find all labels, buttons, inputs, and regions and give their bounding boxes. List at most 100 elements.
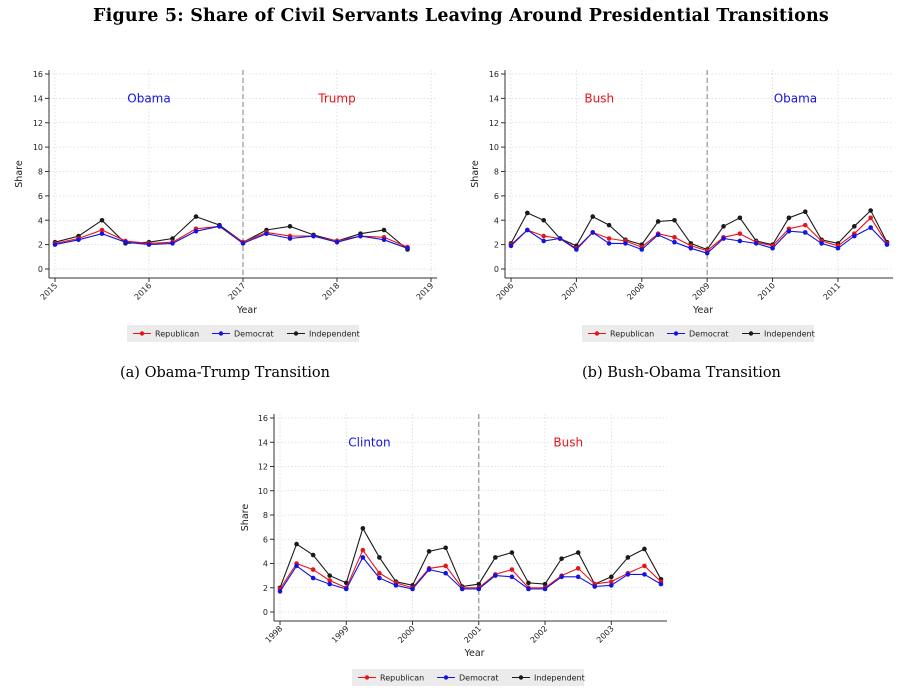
- data-point-republican: [609, 579, 614, 584]
- data-point-independent: [672, 217, 677, 223]
- legend-label: Republican: [380, 674, 424, 683]
- data-point-republican: [672, 235, 677, 240]
- data-point-democrat: [217, 224, 222, 229]
- data-point-democrat: [542, 586, 548, 592]
- y-axis-title: Share: [14, 160, 25, 188]
- data-point-democrat: [575, 574, 581, 580]
- data-point-democrat: [592, 584, 598, 589]
- y-tick-label: 0: [38, 265, 43, 274]
- data-point-independent: [509, 550, 515, 555]
- data-point-democrat: [381, 237, 387, 243]
- data-point-democrat: [459, 586, 465, 592]
- y-tick-label: 6: [494, 192, 499, 201]
- data-point-democrat: [287, 236, 293, 241]
- y-tick-label: 2: [494, 241, 499, 250]
- x-tick-label: 2019: [415, 281, 436, 302]
- data-point-democrat: [343, 586, 349, 592]
- legend-swatch-marker: [218, 331, 224, 336]
- chart-legend: Republican Democrat Independent: [352, 669, 585, 686]
- x-tick-label: 2015: [39, 281, 60, 302]
- data-point-republican: [737, 231, 743, 236]
- y-tick-label: 2: [38, 241, 43, 250]
- data-point-independent: [360, 526, 366, 531]
- data-point-republican: [606, 236, 612, 241]
- data-point-independent: [802, 209, 808, 215]
- data-point-democrat: [852, 233, 857, 239]
- x-tick-label: 2016: [133, 281, 154, 302]
- data-point-democrat: [76, 237, 81, 243]
- series-line-republican: [279, 549, 662, 590]
- data-point-democrat: [623, 241, 628, 246]
- x-tick-label: 1998: [264, 624, 285, 645]
- data-point-democrat: [509, 574, 515, 580]
- y-tick-label: 0: [263, 608, 268, 617]
- data-point-independent: [310, 552, 316, 558]
- legend-label: Democrat: [459, 674, 499, 683]
- legend-swatch-marker: [443, 675, 449, 680]
- legend-swatch-marker: [139, 331, 145, 336]
- data-point-republican: [642, 563, 647, 569]
- data-point-independent: [590, 214, 596, 219]
- data-point-independent: [443, 545, 448, 551]
- legend-label: Republican: [610, 330, 654, 339]
- legend-swatch-marker: [293, 331, 299, 336]
- data-point-independent: [625, 555, 631, 560]
- data-point-independent: [786, 215, 792, 221]
- x-tick-label: 2002: [529, 624, 550, 645]
- y-tick-label: 10: [489, 143, 499, 152]
- data-point-democrat: [327, 581, 332, 587]
- data-point-independent: [541, 217, 546, 223]
- chart-panel-b: 0 2 4 6 8 10 12 14 16 2006 2007 2008 2009 2010 2011 Yea…: [470, 70, 893, 342]
- y-tick-label: 14: [489, 94, 499, 103]
- data-point-independent: [377, 555, 382, 560]
- data-point-republican: [509, 567, 515, 572]
- data-point-independent: [170, 236, 175, 241]
- y-tick-label: 8: [494, 168, 499, 177]
- x-tick-label: 2007: [560, 281, 581, 302]
- data-point-independent: [526, 580, 531, 586]
- president-label: Obama: [774, 91, 817, 105]
- x-tick-label: 2001: [462, 624, 483, 645]
- chart-panel-c: 0 2 4 6 8 10 12 14 16 1998 1999 2000 2001 2002 2003 Yea…: [240, 414, 667, 686]
- data-point-democrat: [557, 236, 563, 241]
- data-point-democrat: [264, 231, 269, 236]
- y-tick-label: 4: [494, 216, 499, 225]
- data-point-independent: [737, 215, 743, 221]
- y-tick-label: 14: [33, 94, 43, 103]
- data-point-independent: [287, 224, 293, 229]
- data-point-independent: [606, 222, 612, 228]
- data-point-democrat: [526, 586, 531, 592]
- data-point-democrat: [476, 586, 482, 592]
- y-tick-label: 2: [263, 584, 268, 593]
- x-tick-label: 2009: [691, 281, 712, 302]
- data-point-democrat: [170, 241, 175, 246]
- x-tick-label: 2003: [595, 624, 616, 645]
- data-point-independent: [99, 217, 105, 223]
- data-point-democrat: [770, 245, 775, 251]
- data-point-democrat: [508, 243, 514, 249]
- data-point-democrat: [672, 239, 677, 245]
- y-tick-label: 4: [38, 216, 43, 225]
- data-point-independent: [609, 574, 614, 580]
- x-tick-label: 2011: [822, 281, 843, 302]
- y-tick-label: 16: [489, 70, 499, 79]
- data-point-independent: [294, 541, 299, 547]
- data-point-democrat: [193, 228, 199, 234]
- legend-background: [582, 325, 814, 342]
- data-point-democrat: [642, 572, 647, 577]
- series-line-independent: [510, 209, 888, 251]
- figure-title: Figure 5: Share of Civil Servants Leavin…: [93, 6, 829, 26]
- data-point-republican: [802, 222, 808, 228]
- data-point-republican: [868, 215, 873, 221]
- y-axis-title: Share: [470, 160, 481, 188]
- data-point-independent: [193, 214, 199, 219]
- legend-swatch-marker: [594, 331, 600, 336]
- data-point-democrat: [426, 567, 432, 572]
- chart-legend: Republican Democrat Independent: [127, 325, 360, 342]
- data-point-democrat: [574, 247, 579, 252]
- data-point-independent: [655, 219, 661, 224]
- y-tick-label: 12: [33, 119, 43, 128]
- data-point-democrat: [410, 586, 415, 592]
- data-point-independent: [493, 555, 498, 560]
- legend-swatch-marker: [364, 675, 370, 680]
